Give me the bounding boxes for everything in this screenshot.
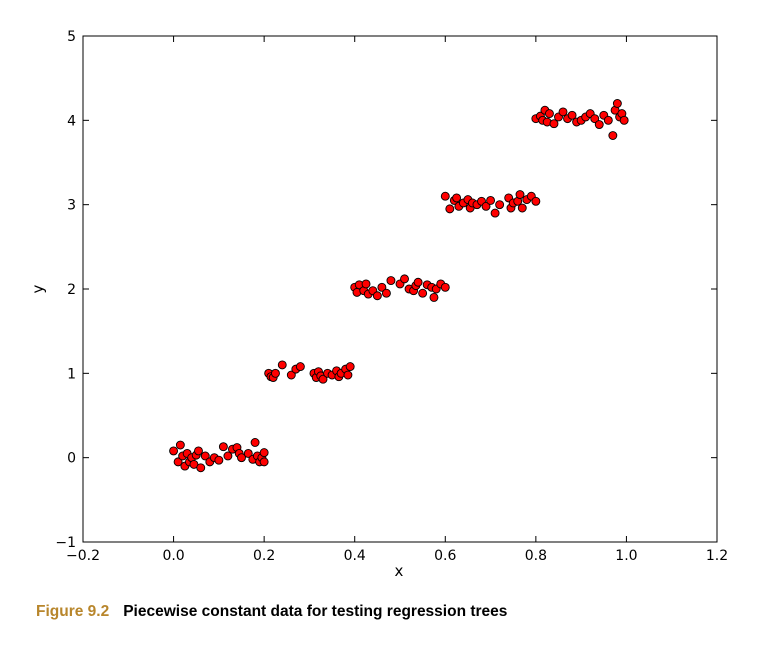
data-point	[517, 203, 527, 213]
data-point	[531, 196, 541, 206]
data-point	[250, 438, 260, 447]
y-tick-label: 3	[67, 198, 76, 214]
data-point	[515, 190, 525, 199]
figure-caption-text: Piecewise constant data for testing regr…	[123, 603, 508, 620]
data-point	[169, 446, 179, 456]
data-point	[196, 463, 206, 473]
data-point	[619, 115, 629, 125]
x-tick-label: 0.4	[344, 548, 366, 564]
figure-number: Figure 9.2	[36, 603, 110, 620]
data-point	[223, 451, 233, 461]
data-points	[169, 99, 629, 473]
data-point	[237, 453, 246, 463]
data-point	[549, 119, 559, 129]
x-tick-label: 0.2	[253, 548, 275, 564]
data-point	[440, 191, 450, 201]
data-point	[243, 449, 253, 458]
data-point	[440, 282, 450, 292]
data-point	[594, 120, 604, 130]
x-tick-label: 0.8	[525, 548, 547, 564]
data-point	[345, 362, 355, 372]
data-point	[286, 370, 296, 380]
data-point	[214, 455, 224, 465]
data-point	[413, 277, 423, 287]
data-point	[200, 451, 210, 461]
data-point	[175, 440, 185, 450]
x-tick-label: 0.6	[434, 548, 456, 564]
data-point	[259, 457, 269, 467]
data-point	[277, 360, 287, 370]
data-point	[400, 274, 409, 284]
data-point	[567, 110, 577, 120]
data-point	[445, 204, 455, 214]
data-point	[194, 446, 203, 456]
data-point	[452, 193, 462, 203]
y-tick-label: 4	[67, 113, 76, 129]
x-tick-label: 1.0	[615, 548, 637, 564]
data-point	[295, 362, 305, 372]
data-point	[490, 208, 500, 218]
data-point	[381, 288, 391, 298]
y-axis-label: y	[29, 284, 47, 293]
data-point	[495, 200, 505, 210]
data-point	[612, 99, 622, 108]
x-tick-label: 0.0	[162, 548, 184, 564]
data-point	[377, 282, 387, 292]
data-point	[481, 201, 491, 211]
data-point	[386, 276, 396, 286]
data-point	[558, 107, 568, 117]
data-point	[218, 442, 228, 452]
data-point	[361, 279, 371, 289]
data-point	[271, 368, 280, 378]
axis-ticks: −0.2 0.0 0.2 0.4 0.6 0.8 1.0 1.2 −1 0 1 2 3 4 5	[55, 29, 728, 564]
x-axis-label: x	[395, 562, 404, 580]
y-tick-label: 5	[67, 29, 76, 45]
data-point	[429, 292, 439, 302]
data-point	[259, 448, 269, 458]
data-point	[608, 131, 618, 140]
data-point	[590, 114, 600, 124]
data-point	[173, 457, 183, 467]
data-point	[318, 374, 328, 384]
data-point	[418, 288, 428, 298]
data-point	[372, 291, 382, 301]
y-tick-label: 0	[67, 451, 76, 467]
y-tick-label: 1	[67, 366, 76, 382]
y-tick-label: 2	[67, 282, 76, 298]
x-tick-label: 1.2	[706, 548, 728, 564]
figure-caption: Figure 9.2 Piecewise constant data for te…	[36, 603, 507, 621]
data-point	[486, 195, 496, 205]
scatter-chart: −0.2 0.0 0.2 0.4 0.6 0.8 1.0 1.2 −1 0 1 2 3 4 5 x y	[29, 29, 728, 580]
x-tick-label: −0.2	[66, 548, 100, 564]
data-point	[544, 109, 554, 119]
y-tick-label: −1	[55, 535, 76, 551]
data-point	[603, 115, 613, 125]
data-point	[343, 370, 353, 380]
